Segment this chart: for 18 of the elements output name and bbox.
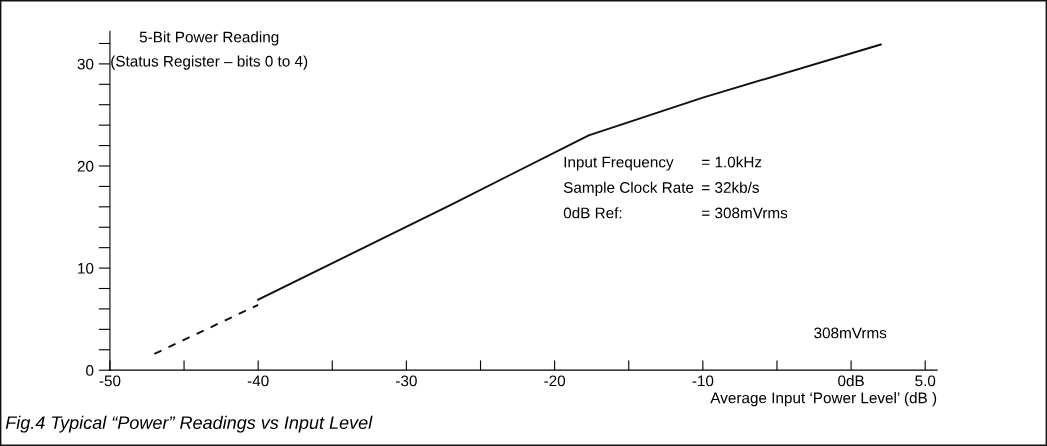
x-tick-label: -20 bbox=[544, 375, 566, 387]
x-tick-label: -10 bbox=[692, 375, 714, 387]
x-tick-label: -40 bbox=[247, 375, 269, 387]
y-tick-label: 10 bbox=[78, 262, 94, 274]
y-axis-title: 5-Bit Power Reading (Status Register – bits 0 to 4) bbox=[111, 31, 308, 70]
x-tick-label: 0dB bbox=[838, 375, 864, 387]
x-tick-label: -50 bbox=[99, 375, 121, 387]
y-tick-label: 30 bbox=[77, 58, 94, 70]
annotation: 308mVrms bbox=[814, 327, 887, 339]
text: Input Frequency = 1.0kHz bbox=[564, 156, 762, 171]
annotation: Sample Clock Rate = 32kb/s bbox=[563, 181, 759, 196]
text: Fig.4 Typical “Power” Readings vs Input Level bbox=[5, 415, 373, 433]
x-tick-label: 5.0 bbox=[915, 375, 936, 387]
y-tick-label: 0 bbox=[86, 365, 94, 376]
text: 0dB Ref: = 308mVrms bbox=[563, 207, 788, 219]
x-axis-title: Average Input ‘Power Level’ (dB ) bbox=[710, 392, 937, 407]
y-tick-label: 20 bbox=[77, 160, 94, 172]
x-tick-label: -30 bbox=[396, 375, 417, 387]
